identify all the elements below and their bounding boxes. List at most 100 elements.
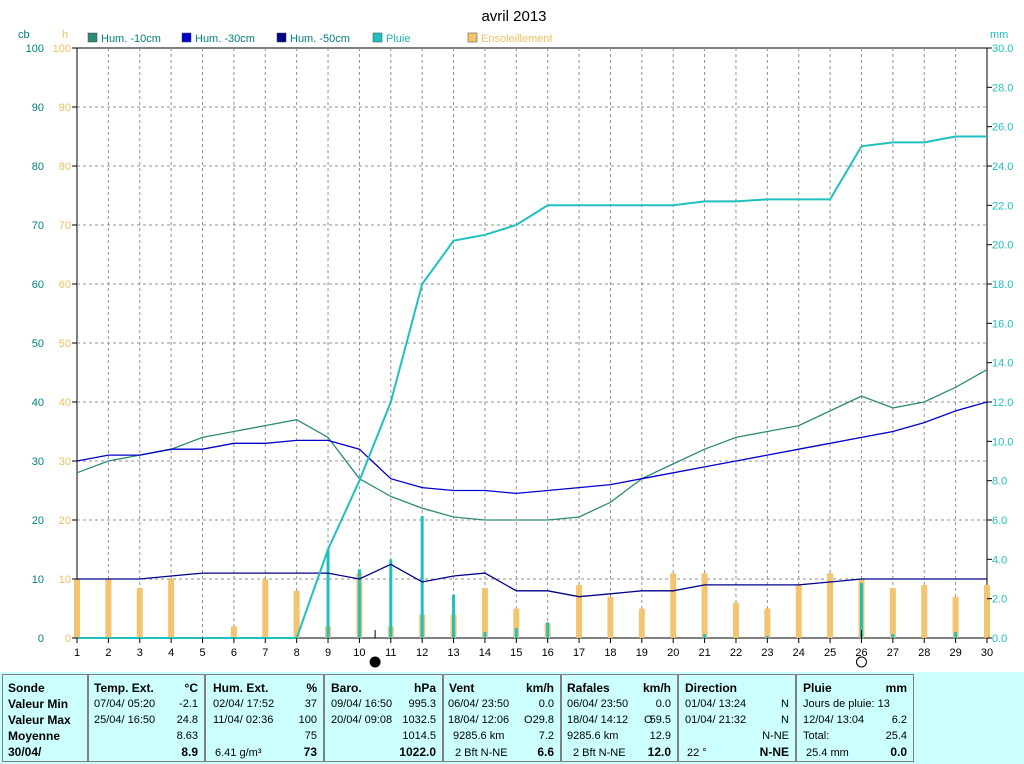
temp-current-value: 8.9	[181, 745, 198, 759]
right-tick-label: 14.0	[992, 358, 1013, 370]
right-tick-label: 18.0	[992, 279, 1013, 291]
rafales-avg-value: 12.9	[649, 730, 671, 742]
sunshine-bar	[795, 584, 802, 638]
x-tick-label: 21	[698, 647, 710, 659]
sunshine-bar	[984, 584, 990, 638]
hum-column: Hum. Ext. % 02/04/ 17:52 37 11/04/ 02:36…	[205, 674, 324, 762]
x-tick-label: 28	[918, 647, 930, 659]
legend-label: Ensoleillement	[481, 33, 553, 45]
x-tick-label: 23	[761, 647, 773, 659]
vent-header: Vent	[449, 681, 475, 695]
x-tick-label: 13	[447, 647, 459, 659]
stats-panel: Sonde Valeur Min Valeur Max Moyenne 30/0…	[0, 672, 1024, 764]
chart-grid	[76, 47, 988, 639]
rafales-unit: km/h	[642, 681, 671, 695]
baro-unit: hPa	[413, 681, 436, 695]
rain-bar	[546, 622, 550, 638]
direction-degrees: 22 °	[687, 747, 707, 759]
rain-bar	[420, 516, 424, 638]
hours-tick-label: 50	[59, 338, 71, 350]
x-tick-label: 9	[325, 647, 331, 659]
temp-unit: °C	[184, 681, 198, 695]
x-tick-label: 1	[74, 647, 80, 659]
right-tick-label: 30.0	[992, 43, 1013, 55]
right-tick-label: 24.0	[992, 161, 1013, 173]
baro-max-value: 1032.5	[402, 714, 436, 726]
direction-row1-value: N	[781, 698, 789, 710]
x-tick-label: 7	[262, 647, 268, 659]
legend-label: Hum. -30cm	[195, 33, 255, 45]
rain-bar	[452, 594, 456, 638]
series-line-hum-30cm	[76, 401, 988, 495]
x-tick-label: 15	[510, 647, 522, 659]
vent-min-value: 0.0	[538, 698, 554, 710]
weather-chart: avril 2013 cb h mm Hum. -10cm Hum. -30cm H…	[18, 8, 1013, 668]
right-tick-label: 22.0	[992, 200, 1013, 212]
x-tick-label: 22	[730, 647, 742, 659]
pluie-max-date: 12/04/ 13:04	[803, 714, 865, 726]
hours-tick-label: 20	[59, 515, 71, 527]
left-tick-label: 60	[32, 279, 44, 291]
vent-column: Vent km/h 06/04/ 23:50 0.0 18/04/ 12:06 …	[443, 674, 561, 762]
sunshine-bar	[889, 587, 896, 638]
legend-label: Pluie	[386, 33, 410, 45]
sonde-column: Sonde Valeur Min Valeur Max Moyenne 30/0…	[2, 674, 88, 762]
right-tick-label: 20.0	[992, 240, 1013, 252]
x-tick-label: 8	[294, 647, 300, 659]
hum-max-value: 100	[298, 714, 317, 726]
pluie-unit: mm	[885, 681, 907, 695]
vent-beaufort: 2 Bft N-NE	[455, 747, 508, 759]
vent-unit: km/h	[525, 681, 554, 695]
temp-max-date: 25/04/ 16:50	[94, 714, 156, 726]
hours-tick-label: 0	[65, 633, 71, 645]
temp-header: Temp. Ext.	[94, 681, 154, 695]
left-tick-label: 80	[32, 161, 44, 173]
hours-tick-label: 10	[59, 574, 71, 586]
vent-avg-value: 7.2	[538, 730, 554, 742]
rafales-distance: 9285.6 km	[567, 730, 619, 742]
temp-column: Temp. Ext. °C 07/04/ 05:20 -2.1 25/04/ 1…	[88, 674, 205, 762]
rain-bar	[326, 549, 330, 638]
x-tick-label: 17	[573, 647, 585, 659]
temp-avg-value: 8.63	[176, 730, 198, 742]
x-tick-label: 4	[168, 647, 174, 659]
rain-bar	[357, 569, 361, 638]
right-tick-label: 12.0	[992, 397, 1013, 409]
series-line-hum-50cm	[77, 563, 987, 598]
baro-min-value: 995.3	[408, 698, 436, 710]
rain-bar	[859, 582, 863, 638]
sunshine-bar	[952, 596, 959, 638]
hum-avg-value: 75	[304, 730, 317, 742]
left-tick-label: 40	[32, 397, 44, 409]
left-tick-label: 10	[32, 574, 44, 586]
rafales-max-date: 18/04/ 14:12	[567, 714, 629, 726]
right-tick-label: 16.0	[992, 318, 1013, 330]
rain-bar	[389, 559, 393, 638]
right-tick-label: 26.0	[992, 122, 1013, 134]
vent-min-date: 06/04/ 23:50	[448, 698, 510, 710]
direction-row2-date: 01/04/ 21:32	[685, 714, 747, 726]
full-moon-icon	[855, 656, 867, 668]
x-tick-label: 11	[385, 647, 396, 659]
rafales-max-direction: O	[644, 714, 653, 726]
right-tick-label: 6.0	[992, 515, 1007, 527]
legend-label: Hum. -50cm	[290, 33, 350, 45]
x-tick-label: 3	[137, 647, 143, 659]
legend-swatch	[181, 32, 192, 43]
right-tick-label: 28.0	[992, 82, 1013, 94]
left-tick-label: 20	[32, 515, 44, 527]
rain-bar	[765, 636, 769, 638]
baro-column: Baro. hPa 09/04/ 16:50 995.3 20/04/ 09:0…	[324, 674, 443, 762]
sunshine-bar	[921, 584, 928, 638]
legend-swatch	[87, 32, 98, 43]
chart-bars	[74, 516, 990, 638]
x-tick-label: 14	[479, 647, 491, 659]
x-tick-label: 2	[105, 647, 111, 659]
sunshine-bar	[230, 626, 237, 638]
legend-label: Hum. -10cm	[101, 33, 161, 45]
direction-row1-date: 01/04/ 13:24	[685, 698, 747, 710]
sunshine-bar	[136, 587, 143, 638]
x-tick-label: 18	[604, 647, 616, 659]
chart-lines	[76, 135, 988, 639]
baro-max-date: 20/04/ 09:08	[331, 714, 393, 726]
